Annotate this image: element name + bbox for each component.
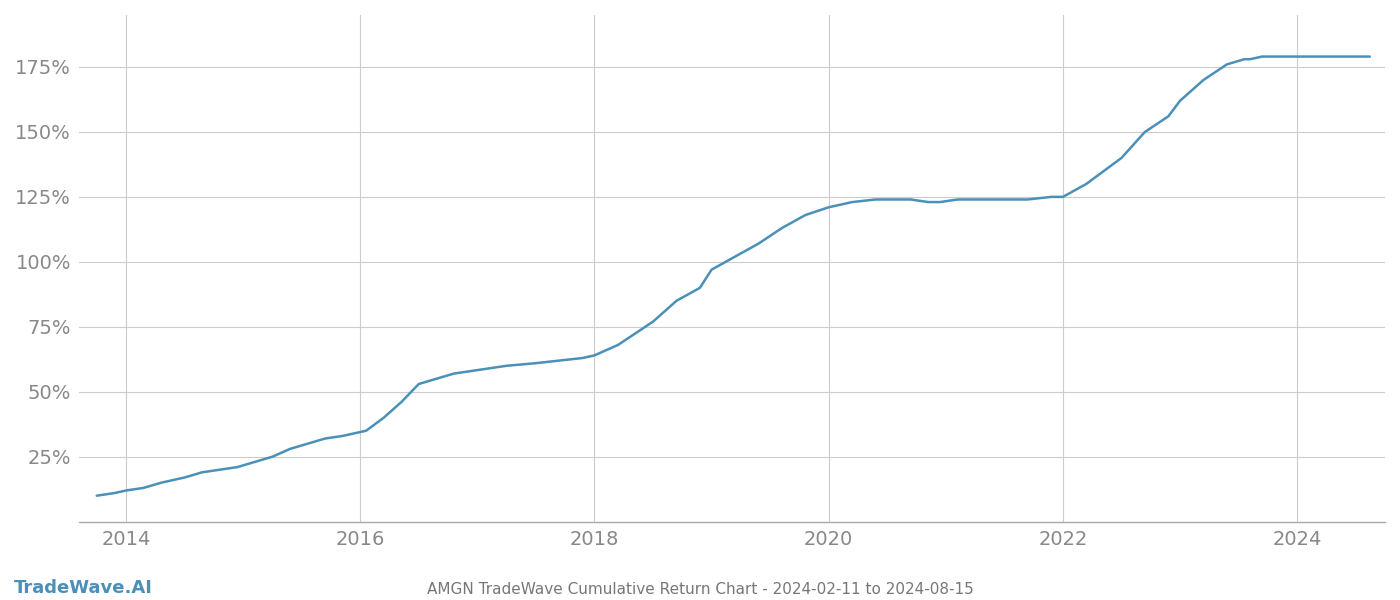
Text: AMGN TradeWave Cumulative Return Chart - 2024-02-11 to 2024-08-15: AMGN TradeWave Cumulative Return Chart -… (427, 582, 973, 597)
Text: TradeWave.AI: TradeWave.AI (14, 579, 153, 597)
